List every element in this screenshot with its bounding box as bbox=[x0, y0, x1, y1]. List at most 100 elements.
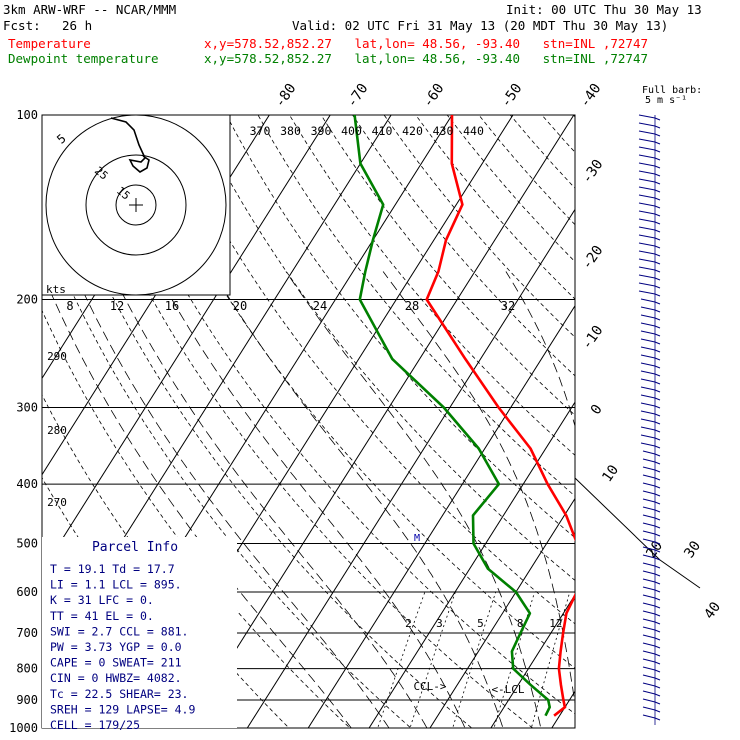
dry-adiabat-line bbox=[162, 115, 575, 625]
wind-barb bbox=[654, 581, 661, 585]
wind-barb bbox=[654, 277, 661, 281]
isotherm-label: 30 bbox=[681, 538, 704, 561]
wind-barb bbox=[654, 197, 661, 201]
model-title: 3km ARW-WRF -- NCAR/MMM bbox=[3, 2, 177, 17]
wind-barb bbox=[640, 386, 656, 391]
wind-barb bbox=[640, 426, 656, 431]
isotherm-label: -20 bbox=[579, 243, 607, 273]
isotherm-line bbox=[185, 115, 575, 728]
wind-barb bbox=[654, 125, 661, 129]
wind-barb bbox=[654, 717, 661, 721]
wind-barb bbox=[642, 706, 656, 711]
isotherm-label: 40 bbox=[701, 599, 724, 622]
wind-barb bbox=[654, 117, 661, 121]
wind-barb bbox=[654, 669, 661, 673]
wind-barb bbox=[638, 242, 656, 247]
pressure-tick-label: 200 bbox=[16, 293, 38, 307]
m-marker: M bbox=[414, 533, 420, 544]
wind-barb bbox=[642, 650, 656, 655]
wind-barb bbox=[654, 133, 661, 137]
wind-barb bbox=[654, 341, 661, 345]
wind-barb bbox=[638, 122, 656, 127]
wind-barb bbox=[654, 453, 661, 457]
wind-barb bbox=[654, 333, 661, 337]
wind-barb bbox=[654, 661, 661, 665]
isotherm-line bbox=[726, 87, 740, 740]
wind-barb bbox=[654, 253, 661, 257]
dry-adiabat-line bbox=[352, 115, 575, 377]
dry-adiabat-line bbox=[68, 115, 534, 728]
wind-barb bbox=[654, 613, 661, 617]
wind-speed-label: 8 bbox=[66, 299, 73, 313]
hodograph-ring bbox=[85, 154, 187, 256]
wind-barb bbox=[638, 202, 656, 207]
pressure-tick-label: 500 bbox=[16, 536, 38, 550]
wind-speed-label: 20 bbox=[233, 299, 247, 313]
wind-barb bbox=[654, 269, 661, 273]
wind-barb bbox=[654, 325, 661, 329]
wind-barb bbox=[638, 282, 656, 287]
wind-barb bbox=[642, 578, 656, 583]
wind-barb bbox=[642, 682, 656, 687]
dry-adiabat-line bbox=[509, 115, 575, 189]
wind-barb bbox=[654, 549, 661, 553]
wind-barb bbox=[654, 301, 661, 305]
temperature-profile bbox=[425, 115, 575, 717]
wind-barb bbox=[638, 234, 656, 239]
mixing-ratio-line bbox=[493, 591, 536, 728]
wind-barb bbox=[638, 114, 656, 119]
wind-barb bbox=[654, 373, 661, 377]
dry-adiabat-line bbox=[257, 115, 575, 497]
wind-barb bbox=[642, 466, 656, 471]
valid-time: Valid: 02 UTC Fri 31 May 13 (20 MDT Thu … bbox=[292, 18, 669, 33]
pressure-tick-label: 1000 bbox=[9, 721, 38, 735]
wind-barb bbox=[640, 378, 656, 383]
wind-barb bbox=[640, 354, 656, 359]
wind-barb bbox=[638, 266, 656, 271]
parcel-info-row: LI = 1.1 LCL = 895. bbox=[50, 578, 182, 592]
barb-legend-line2: 5 m s⁻¹ bbox=[645, 95, 688, 106]
mixing-ratio-label: 5 bbox=[477, 617, 484, 630]
wind-barb bbox=[654, 565, 661, 569]
wind-barb bbox=[654, 205, 661, 209]
wind-barb bbox=[638, 178, 656, 183]
pressure-tick-label: 700 bbox=[16, 626, 38, 640]
wind-barb bbox=[642, 490, 656, 495]
wind-barb bbox=[642, 666, 656, 671]
wind-barb bbox=[642, 514, 656, 519]
wind-barb bbox=[638, 130, 656, 135]
mixing-ratio-label: 2 bbox=[405, 617, 412, 630]
ccl-marker: CCL-> bbox=[413, 680, 446, 693]
theta-label: 440 bbox=[463, 124, 484, 138]
dry-adiabat-line bbox=[446, 115, 575, 263]
wind-barb bbox=[654, 261, 661, 265]
wind-barb bbox=[654, 637, 661, 641]
theta-label: 400 bbox=[341, 124, 362, 138]
wind-barb bbox=[642, 610, 656, 615]
wind-barb bbox=[654, 485, 661, 489]
mixing-ratio-label: 8 bbox=[517, 617, 524, 630]
parcel-info-box bbox=[42, 537, 237, 728]
wind-barb bbox=[654, 653, 661, 657]
forecast-label: Fcst: bbox=[3, 18, 41, 33]
wind-barb bbox=[638, 154, 656, 159]
moist-adiabat-line bbox=[212, 271, 504, 728]
mixing-ratio-line bbox=[530, 591, 571, 728]
isotherm-line bbox=[429, 497, 575, 728]
dry-adiabat-line bbox=[42, 221, 412, 728]
wind-barb bbox=[654, 389, 661, 393]
moist-adiabat-line bbox=[285, 271, 542, 728]
wind-barb bbox=[654, 245, 661, 249]
wind-speed-label: 16 bbox=[165, 299, 179, 313]
wind-barb bbox=[654, 685, 661, 689]
temperature-legend: Temperature bbox=[8, 36, 91, 51]
wind-barb bbox=[640, 306, 656, 311]
parcel-info-row: T = 19.1 Td = 17.7 bbox=[50, 562, 175, 576]
pressure-tick-label: 800 bbox=[16, 662, 38, 676]
wind-barb bbox=[642, 546, 656, 551]
hodograph-trace bbox=[110, 117, 150, 173]
wind-barb bbox=[642, 506, 656, 511]
mixing-ratio-line bbox=[577, 592, 616, 740]
wind-speed-label: 32 bbox=[501, 299, 515, 313]
